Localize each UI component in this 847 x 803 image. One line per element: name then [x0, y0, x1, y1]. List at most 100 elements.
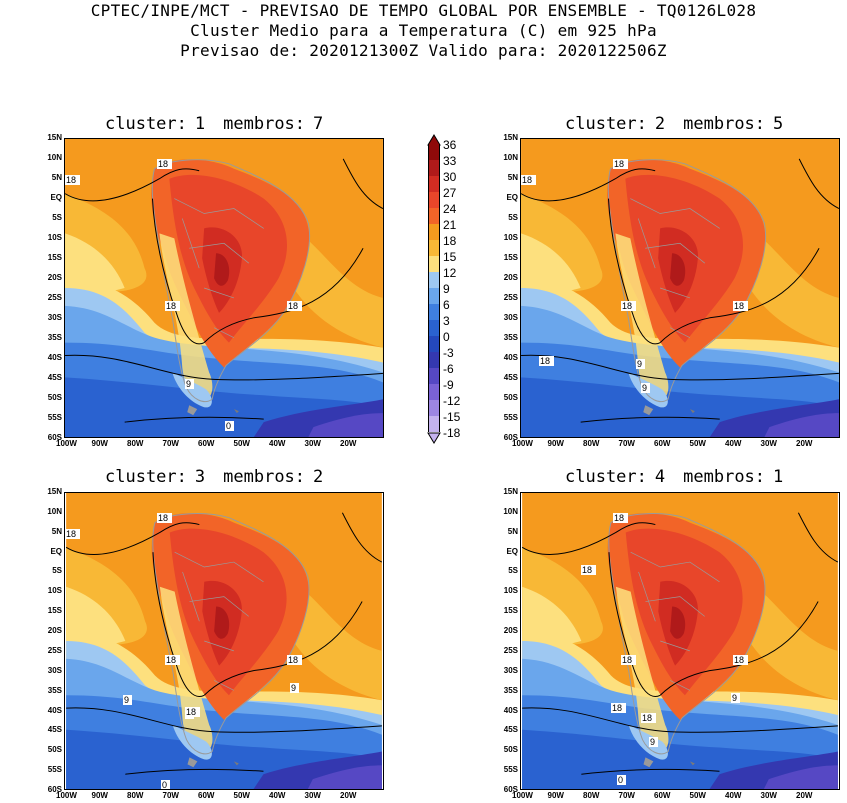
lon-tick: 70W — [162, 791, 179, 800]
lat-tick: 15S — [503, 253, 518, 262]
lat-tick: 50S — [47, 393, 62, 402]
map-panel-3: 18181818999180 — [64, 492, 384, 790]
lat-tick: 45S — [47, 373, 62, 382]
contour-label-bg — [123, 695, 132, 705]
contour-label: 18 — [166, 301, 176, 311]
lat-tick: 35S — [47, 333, 62, 342]
panel-title-4: cluster: 4 membros: 1 — [565, 467, 791, 487]
lon-tick: 90W — [91, 791, 108, 800]
lat-tick: 30S — [47, 313, 62, 322]
colorbar-segment — [428, 320, 440, 336]
colorbar-label: 6 — [443, 298, 450, 312]
cluster-number: 3 — [194, 467, 206, 487]
contour-label: 0 — [226, 421, 231, 431]
lon-tick: 20W — [340, 791, 357, 800]
colorbar-segment — [428, 288, 440, 304]
lon-tick: 70W — [618, 439, 635, 448]
colorbar-label: 12 — [443, 266, 457, 280]
colorbar-label: -12 — [443, 394, 461, 408]
contour-label-bg — [641, 383, 650, 393]
contour-label: 18 — [166, 655, 176, 665]
contour-label: 18 — [612, 703, 622, 713]
contour-label-bg — [185, 707, 200, 717]
figure-title-line2: Cluster Medio para a Temperatura (C) em … — [190, 21, 657, 40]
contour-label-bg — [611, 703, 626, 713]
lat-tick: 20S — [503, 626, 518, 636]
lat-tick: 5S — [52, 566, 62, 576]
lat-tick: 25S — [47, 293, 62, 302]
lat-tick: 5N — [507, 526, 518, 536]
temperature-field: 18 18 18 18 18 9 9 18 0 — [521, 493, 839, 789]
contour-label: 18 — [734, 655, 744, 665]
lat-tick: 35S — [503, 685, 518, 695]
cluster-label: cluster: — [105, 114, 187, 134]
lat-tick: 20S — [47, 626, 62, 636]
lat-tick: 50S — [503, 745, 518, 755]
contour-label-bg — [621, 301, 636, 311]
figure-title-line1: CPTEC/INPE/MCT - PREVISAO DE TEMPO GLOBA… — [90, 1, 757, 20]
lon-tick: 30W — [760, 791, 777, 800]
contour-label-bg — [733, 301, 748, 311]
temperature-field: 18 18 18 18 9 0 — [65, 139, 383, 437]
colorbar-label: 21 — [443, 218, 457, 232]
lat-tick: 10S — [47, 233, 62, 242]
colorbar-label: 3 — [443, 314, 450, 328]
lat-tick: EQ — [506, 193, 518, 202]
lat-tick: 15S — [47, 606, 62, 616]
colorbar-label: 24 — [443, 202, 457, 216]
members-count: 5 — [773, 114, 784, 134]
contour-label-bg — [287, 655, 302, 665]
lat-tick: 30S — [47, 665, 62, 675]
lat-tick: 10N — [47, 506, 62, 516]
lat-tick: 30S — [503, 665, 518, 675]
contour-label: 9 — [124, 695, 129, 705]
contour-label: 18 — [66, 529, 76, 539]
contour-label: 18 — [540, 356, 550, 366]
lon-tick: 90W — [91, 439, 108, 448]
lat-tick: 20S — [47, 273, 62, 282]
lat-tick: 10S — [47, 586, 62, 596]
contour-label: 18 — [734, 301, 744, 311]
colorbar-segment — [428, 144, 440, 160]
lon-tick: 20W — [796, 791, 813, 800]
contour-label-bg — [161, 780, 170, 789]
lon-tick: 50W — [689, 791, 706, 800]
contour-label: 18 — [158, 159, 168, 169]
colorbar-label: -15 — [443, 410, 461, 424]
map-panel-2: 18 18 18 18 9 9 18 — [520, 138, 840, 438]
lat-tick: 60S — [47, 785, 62, 794]
contour-label: 18 — [614, 513, 624, 523]
contour-label-bg — [157, 513, 172, 523]
cluster-number: 2 — [654, 114, 666, 134]
contour-label: 9 — [186, 379, 191, 389]
colorbar-segment — [428, 416, 440, 432]
lon-tick: 20W — [796, 439, 813, 448]
lat-tick: 55S — [47, 765, 62, 775]
lat-tick: 5S — [508, 566, 518, 576]
members-label: membros: — [223, 114, 306, 134]
lat-tick: 10S — [503, 233, 518, 242]
lat-tick: 60S — [47, 433, 62, 442]
lon-tick: 20W — [340, 439, 357, 448]
lon-tick: 40W — [725, 439, 742, 448]
lat-tick: 15N — [503, 133, 518, 142]
colorbar-label: 30 — [443, 170, 457, 184]
lon-tick: 90W — [547, 439, 564, 448]
colorbar-segment — [428, 272, 440, 288]
colorbar-label: 33 — [443, 154, 457, 168]
contour-label-bg — [521, 175, 536, 185]
lon-tick: 30W — [304, 439, 321, 448]
lon-tick: 80W — [127, 791, 144, 800]
members-label: membros: — [683, 467, 766, 487]
lon-tick: 30W — [304, 791, 321, 800]
lon-tick: 80W — [583, 439, 600, 448]
lon-tick: 100W — [512, 791, 533, 800]
contour-label-bg — [157, 159, 172, 169]
colorbar-segment — [428, 256, 440, 272]
cluster-label: cluster: — [565, 467, 647, 487]
contour-label: 9 — [732, 693, 737, 703]
panel-title-3: cluster: 3 membros: 2 — [105, 467, 331, 487]
colorbar-label: 18 — [443, 234, 457, 248]
lat-tick: 15S — [47, 253, 62, 262]
members-label: membros: — [683, 114, 766, 134]
